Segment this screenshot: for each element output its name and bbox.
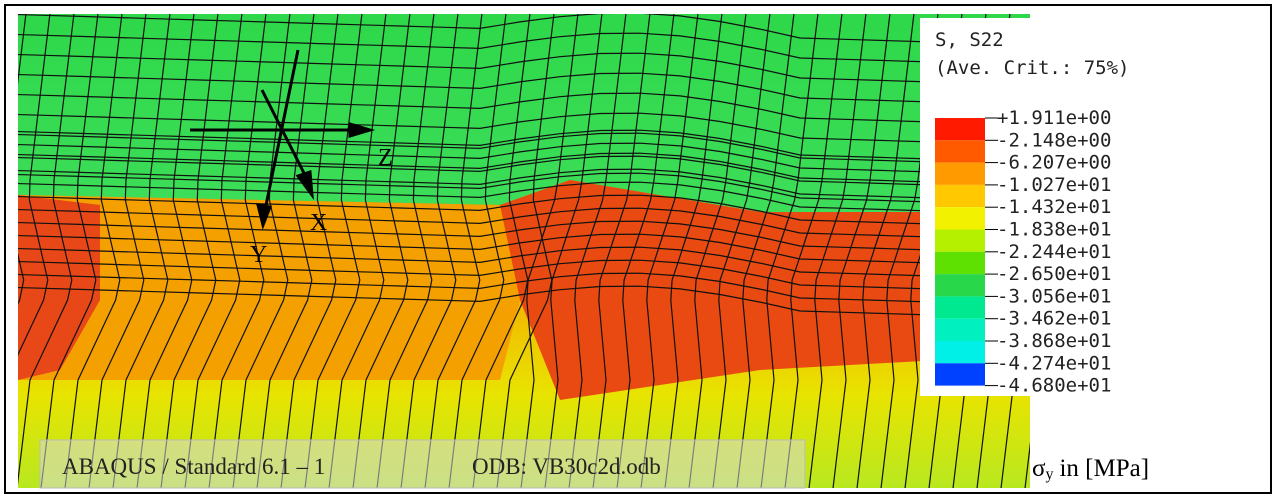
mesh-line <box>760 14 819 488</box>
mesh-line <box>18 272 1030 306</box>
mesh-line <box>520 14 579 488</box>
legend-swatch <box>935 251 985 275</box>
legend-swatch <box>935 296 985 319</box>
mesh-line <box>18 155 1030 189</box>
mesh-line <box>472 14 531 488</box>
mesh-line <box>18 285 1030 319</box>
mesh-line <box>856 14 915 488</box>
mesh-line <box>688 14 747 488</box>
mesh-line <box>88 14 147 488</box>
mesh-line <box>784 14 843 488</box>
mesh-line <box>640 14 699 488</box>
mesh-line <box>496 14 555 488</box>
mesh-line <box>18 246 1030 280</box>
mesh-line <box>0 0 4 499</box>
mesh-line <box>160 14 219 488</box>
legend-swatch <box>935 229 985 252</box>
mesh-line <box>18 194 1030 228</box>
legend-label: -2.148e+00 <box>997 129 1111 151</box>
legend-swatch <box>935 274 985 297</box>
mesh-line <box>18 181 1030 215</box>
footer-program: ABAQUS / Standard 6.1 – 1 <box>62 454 325 479</box>
caption-subscript: y <box>1045 466 1053 483</box>
mesh-line <box>136 14 195 488</box>
mesh-line <box>18 207 1030 241</box>
mesh-line <box>808 14 867 488</box>
caption-text: in [MPa] <box>1059 455 1149 482</box>
mesh-line <box>832 14 891 488</box>
mesh-line <box>184 14 243 488</box>
legend-swatch <box>935 140 985 163</box>
mesh-line <box>18 172 1030 206</box>
mesh-line <box>18 132 1030 166</box>
legend-swatch <box>935 207 985 230</box>
legend-title: S, S22 <box>935 29 1004 51</box>
mesh-line <box>18 32 1030 66</box>
mesh-line <box>232 14 291 488</box>
legend-label: -4.274e+01 <box>997 352 1111 374</box>
legend-label: -1.838e+01 <box>997 219 1111 241</box>
contour-plot <box>0 0 1030 499</box>
mesh-line <box>18 72 1030 106</box>
legend-subtitle: (Ave. Crit.: 75%) <box>935 57 1129 79</box>
mesh-line <box>736 14 795 488</box>
legend-swatch <box>935 341 985 364</box>
mesh-line <box>712 14 771 488</box>
mesh-line <box>18 142 1030 176</box>
mesh-line <box>18 168 1030 202</box>
mesh-line <box>568 14 627 488</box>
mesh-line <box>208 14 267 488</box>
legend-swatch <box>935 184 985 208</box>
mesh-line <box>424 14 483 488</box>
mesh-line <box>304 14 363 488</box>
caption: σy in [MPa] <box>1032 455 1149 483</box>
legend-swatch <box>935 318 985 341</box>
mesh-line <box>616 14 675 488</box>
mesh-line <box>448 14 507 488</box>
axis-label: Y <box>250 242 267 268</box>
mesh-line <box>18 52 1030 86</box>
mesh-line <box>64 14 123 488</box>
legend: +1.911e+00-2.148e+00-6.207e+00-1.027e+01… <box>935 107 1111 397</box>
legend-label: -2.650e+01 <box>997 263 1111 285</box>
mesh-line <box>18 14 1030 46</box>
legend-swatch <box>935 162 985 185</box>
mesh-line <box>18 14 51 356</box>
frame <box>4 4 1272 494</box>
legend-label: -1.432e+01 <box>997 196 1111 218</box>
footer-odb: ODB: VB30c2d.odb <box>472 454 661 479</box>
legend-label: -3.868e+01 <box>997 330 1111 352</box>
mesh-line <box>18 259 1030 293</box>
mesh-line <box>592 14 651 488</box>
mesh-line <box>40 14 99 488</box>
legend-swatch <box>935 363 985 386</box>
caption-symbol: σ <box>1032 455 1046 482</box>
mesh-line <box>18 152 1030 186</box>
legend-label: -2.244e+01 <box>997 241 1111 263</box>
mesh-line <box>18 233 1030 267</box>
axis-label: Z <box>378 145 393 171</box>
legend-label: +1.911e+00 <box>997 107 1111 129</box>
legend-label: -1.027e+01 <box>997 174 1111 196</box>
mesh-line <box>18 220 1030 254</box>
legend-label: -3.462e+01 <box>997 308 1111 330</box>
triad <box>190 49 376 230</box>
mesh-line <box>352 14 411 488</box>
mesh-line <box>328 14 387 488</box>
mesh-line <box>376 14 435 488</box>
legend-label: -3.056e+01 <box>997 285 1111 307</box>
mesh-line <box>18 92 1030 126</box>
axis-label: X <box>310 210 327 236</box>
legend-label: -6.207e+00 <box>997 152 1111 174</box>
mesh-line <box>112 14 171 488</box>
footer-box <box>39 439 806 489</box>
mesh-line <box>400 14 459 488</box>
mesh-line <box>18 129 1030 163</box>
legend-label: -4.680e+01 <box>997 375 1111 397</box>
legend-swatch <box>935 118 985 141</box>
mesh-line <box>18 112 1030 146</box>
